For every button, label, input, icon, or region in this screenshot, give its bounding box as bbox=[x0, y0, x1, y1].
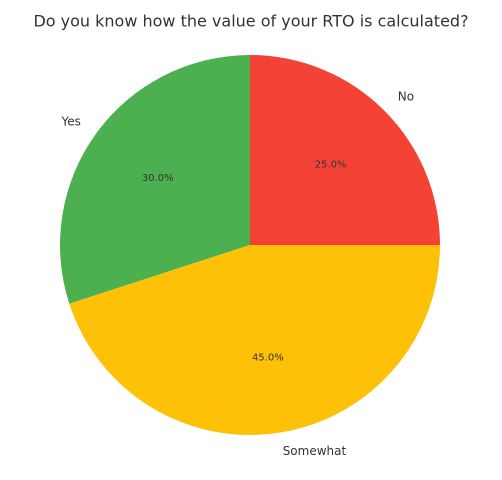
slice-label: Yes bbox=[61, 115, 81, 129]
percent-label: 30.0% bbox=[142, 173, 174, 184]
slice-label: Somewhat bbox=[283, 444, 347, 458]
pie-slice bbox=[250, 55, 440, 245]
percent-label: 45.0% bbox=[252, 353, 284, 364]
chart-title: Do you know how the value of your RTO is… bbox=[33, 12, 468, 31]
percent-label: 25.0% bbox=[315, 159, 347, 170]
slice-label: No bbox=[398, 90, 414, 104]
pie-slice bbox=[69, 245, 441, 435]
pie-slice bbox=[59, 55, 250, 304]
